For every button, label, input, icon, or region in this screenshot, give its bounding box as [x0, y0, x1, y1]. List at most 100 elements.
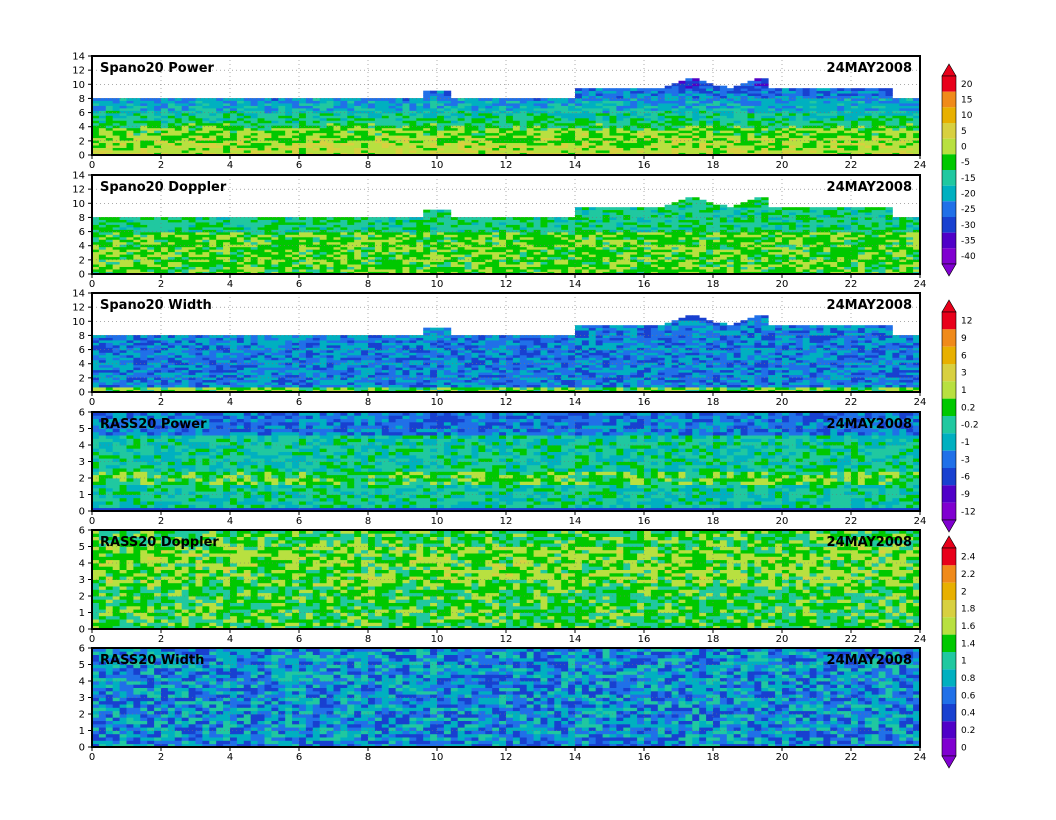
heatmap-cell	[140, 130, 147, 133]
heatmap-cell	[327, 252, 334, 255]
heatmap-cell	[99, 118, 106, 121]
heatmap-cell	[133, 262, 140, 265]
heatmap-cell	[782, 93, 789, 96]
heatmap-cell	[140, 143, 147, 146]
heatmap-cell	[285, 227, 292, 230]
heatmap-cell	[327, 106, 334, 109]
x-tick-label: 6	[296, 160, 302, 171]
heatmap-cell	[561, 110, 568, 113]
heatmap-cell	[113, 110, 120, 113]
heatmap-cell	[623, 232, 630, 235]
heatmap-cell	[168, 120, 175, 123]
heatmap-cell	[92, 225, 99, 228]
heatmap-cell	[340, 135, 347, 138]
heatmap-cell	[354, 118, 361, 121]
heatmap-cell	[727, 88, 734, 91]
heatmap-cell	[389, 113, 396, 116]
heatmap-cell	[541, 120, 548, 123]
heatmap-cell	[120, 234, 127, 237]
heatmap-cell	[299, 234, 306, 237]
heatmap-cell	[216, 232, 223, 235]
heatmap-cell	[837, 96, 844, 99]
heatmap-cell	[409, 120, 416, 123]
heatmap-cell	[513, 220, 520, 223]
heatmap-cell	[299, 247, 306, 250]
heatmap-cell	[603, 115, 610, 118]
heatmap-cell	[596, 237, 603, 240]
heatmap-cell	[375, 145, 382, 148]
heatmap-cell	[244, 220, 251, 223]
heatmap-cell	[375, 262, 382, 265]
heatmap-cell	[375, 257, 382, 260]
heatmap-cell	[175, 244, 182, 247]
heatmap-cell	[361, 225, 368, 228]
heatmap-cell	[430, 150, 437, 153]
heatmap-cell	[575, 237, 582, 240]
heatmap-cell	[196, 227, 203, 230]
heatmap-cell	[430, 252, 437, 255]
heatmap-cell	[796, 150, 803, 153]
heatmap-cell	[768, 118, 775, 121]
heatmap-cell	[561, 150, 568, 153]
heatmap-cell	[327, 227, 334, 230]
heatmap-cell	[610, 93, 617, 96]
heatmap-cell	[368, 135, 375, 138]
heatmap-cell	[541, 108, 548, 111]
heatmap-cell	[610, 234, 617, 237]
heatmap-cell	[154, 123, 161, 126]
heatmap-cell	[361, 115, 368, 118]
heatmap-cell	[589, 212, 596, 215]
heatmap-cell	[271, 249, 278, 252]
heatmap-cell	[451, 247, 458, 250]
heatmap-cell	[285, 234, 292, 237]
heatmap-cell	[361, 128, 368, 131]
heatmap-cell	[451, 130, 458, 133]
heatmap-cell	[120, 143, 127, 146]
heatmap-cell	[458, 150, 465, 153]
heatmap-cell	[685, 91, 692, 94]
heatmap-cell	[423, 220, 430, 223]
heatmap-cell	[734, 118, 741, 121]
heatmap-cell	[237, 143, 244, 146]
heatmap-cell	[140, 140, 147, 143]
heatmap-cell	[423, 143, 430, 146]
heatmap-cell	[478, 252, 485, 255]
heatmap-cell	[554, 242, 561, 245]
heatmap-cell	[251, 252, 258, 255]
heatmap-cell	[375, 135, 382, 138]
heatmap-cell	[292, 239, 299, 242]
heatmap-cell	[340, 150, 347, 153]
heatmap-cell	[444, 128, 451, 131]
heatmap-cell	[133, 254, 140, 257]
heatmap-cell	[706, 108, 713, 111]
heatmap-cell	[154, 118, 161, 121]
heatmap-cell	[216, 130, 223, 133]
heatmap-cell	[182, 242, 189, 245]
heatmap-cell	[313, 138, 320, 141]
heatmap-cell	[292, 143, 299, 146]
heatmap-cell	[244, 138, 251, 141]
heatmap-cell	[106, 242, 113, 245]
heatmap-cell	[216, 262, 223, 265]
heatmap-cell	[637, 96, 644, 99]
heatmap-cell	[265, 252, 272, 255]
heatmap-cell	[692, 128, 699, 131]
heatmap-cell	[375, 232, 382, 235]
heatmap-cell	[92, 148, 99, 151]
heatmap-cell	[651, 110, 658, 113]
heatmap-cell	[409, 103, 416, 106]
heatmap-cell	[541, 150, 548, 153]
heatmap-cell	[520, 101, 527, 104]
heatmap-cell	[403, 257, 410, 260]
heatmap-cell	[679, 120, 686, 123]
heatmap-cell	[340, 247, 347, 250]
heatmap-cell	[589, 210, 596, 213]
heatmap-cell	[175, 249, 182, 252]
heatmap-cell	[161, 232, 168, 235]
heatmap-cell	[409, 101, 416, 104]
heatmap-cell	[396, 267, 403, 270]
heatmap-cell	[175, 239, 182, 242]
heatmap-cell	[340, 101, 347, 104]
heatmap-cell	[334, 113, 341, 116]
heatmap-cell	[451, 125, 458, 128]
